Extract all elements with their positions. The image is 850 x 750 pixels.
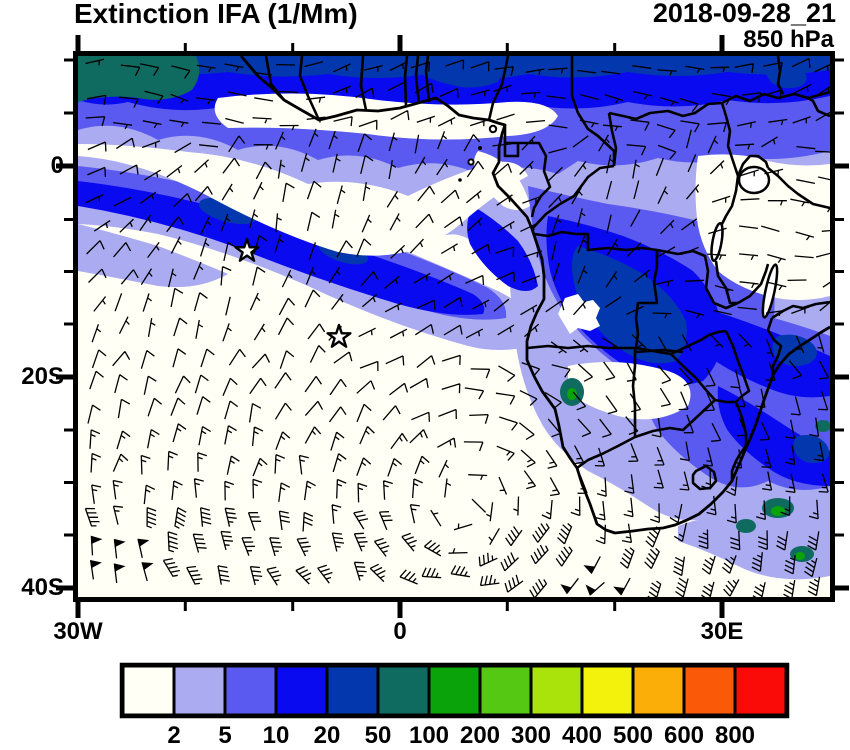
island-annobon — [458, 178, 462, 182]
colorbar-cell — [172, 664, 227, 717]
axis-ticks — [56, 35, 849, 618]
xtick-label-30e: 30E — [700, 618, 744, 645]
colorbar-cell — [529, 664, 584, 717]
colorbar-label: 50 — [365, 722, 392, 749]
colorbar-cell — [274, 664, 329, 717]
map-plot-area — [78, 56, 830, 597]
plot-title: Extinction IFA (1/Mm) — [74, 0, 358, 29]
colorbar-label: 200 — [460, 722, 500, 749]
colorbar-cell — [580, 664, 635, 717]
colorbar-cell — [121, 664, 176, 717]
xtick-label-0: 0 — [393, 618, 407, 645]
ytick-label-20s: 20S — [21, 363, 64, 390]
island-principe — [478, 146, 482, 150]
colorbar-label: 20 — [314, 722, 341, 749]
island-bioko — [488, 124, 498, 134]
colorbar-frame — [119, 662, 790, 719]
plot-datetime: 2018-09-28_21 — [652, 0, 836, 28]
colorbar-cell — [733, 664, 788, 717]
colorbar-label: 300 — [511, 722, 551, 749]
pressure-level-label: 850 hPa — [743, 26, 834, 53]
guinea-islands — [458, 124, 498, 182]
colorbar-cell — [376, 664, 431, 717]
colorbar-cell — [631, 664, 686, 717]
africa-coastline — [239, 56, 830, 535]
colorbar-label: 800 — [715, 722, 755, 749]
xtick-label-30w: 30W — [53, 618, 103, 645]
colorbar: 2 5 10 20 50 100 200 300 400 500 600 800 — [119, 662, 790, 749]
colorbar-cell — [682, 664, 737, 717]
colorbar-label: 500 — [613, 722, 653, 749]
star-marker — [234, 237, 260, 262]
lakes — [710, 165, 779, 319]
contour-level-50-200 — [78, 56, 830, 562]
colorbar-cell — [325, 664, 380, 717]
lake-malawi — [761, 263, 779, 319]
colorbar-label: 10 — [263, 722, 290, 749]
wind-barb-strokes — [84, 57, 830, 597]
ytick-label-0: 0 — [50, 152, 64, 179]
star-marker — [326, 323, 352, 348]
island-sao-tome — [467, 158, 475, 166]
colorbar-label: 2 — [167, 722, 180, 749]
colorbar-cell — [478, 664, 533, 717]
colorbar-cell — [223, 664, 278, 717]
ytick-label-40s: 40S — [21, 574, 64, 601]
colorbar-label: 5 — [218, 722, 231, 749]
colorbar-cell — [427, 664, 482, 717]
colorbar-label: 400 — [562, 722, 602, 749]
star-markers — [234, 237, 352, 348]
colorbar-label: 600 — [664, 722, 704, 749]
lake-tanganyika — [710, 222, 724, 262]
angola-clear-patch — [558, 294, 600, 334]
wind-barbs — [84, 57, 830, 597]
wind-barb-pennants — [90, 535, 626, 596]
colorbar-label: 100 — [409, 722, 449, 749]
map-frame — [73, 51, 835, 602]
